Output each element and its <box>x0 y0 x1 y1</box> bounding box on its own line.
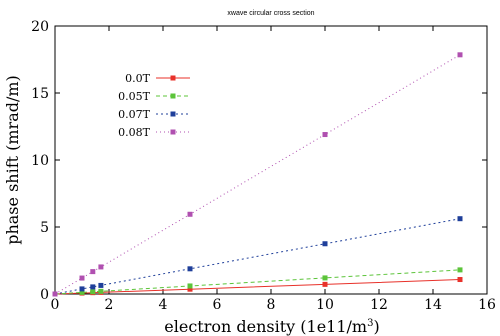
data-point <box>322 241 328 247</box>
data-point <box>187 266 193 272</box>
x-axis-label-main: electron density (1e11/m <box>164 317 367 336</box>
data-point <box>457 52 463 58</box>
legend-marker <box>170 93 176 99</box>
x-axis-label: electron density (1e11/m3) <box>164 317 379 336</box>
y-axis-label: phase shift (mrad/m) <box>3 75 22 245</box>
series-line <box>54 54 461 295</box>
x-tick-label: 16 <box>478 297 496 313</box>
data-point <box>90 289 96 295</box>
x-tick-label: 6 <box>213 297 222 313</box>
data-point <box>457 277 463 283</box>
legend-label: 0.05T <box>118 90 150 103</box>
y-tick-label: 15 <box>31 86 49 102</box>
data-point <box>322 275 328 281</box>
data-point <box>98 288 104 294</box>
data-point <box>187 286 193 292</box>
data-point <box>90 284 96 290</box>
data-point <box>98 264 104 270</box>
y-tick-label: 20 <box>31 19 49 35</box>
data-point <box>79 289 85 295</box>
plot-frame <box>54 25 488 295</box>
data-point <box>457 216 463 222</box>
y-tick-label: 10 <box>31 153 49 169</box>
data-point <box>457 267 463 273</box>
series-0.08T <box>52 52 463 297</box>
legend-marker <box>170 129 176 135</box>
chart-title: xwave circular cross section <box>227 10 314 17</box>
y-tick-label: 0 <box>40 287 49 303</box>
x-tick-label: 14 <box>424 297 442 313</box>
series-line <box>54 218 461 295</box>
x-axis-label-sup: 3 <box>367 318 373 329</box>
legend-label: 0.0T <box>125 72 150 85</box>
series-layer <box>52 52 463 297</box>
legend: 0.0T 0.05T 0.07T 0.08T <box>118 72 190 139</box>
legend-label: 0.07T <box>118 108 150 121</box>
x-tick-label: 4 <box>159 297 168 313</box>
data-point <box>52 291 58 297</box>
data-point <box>79 286 85 292</box>
data-point <box>322 281 328 287</box>
data-point <box>187 211 193 217</box>
x-tick-label: 8 <box>267 297 276 313</box>
series-line <box>54 279 461 295</box>
data-point <box>90 269 96 275</box>
legend-marker <box>170 75 176 81</box>
y-tick-label: 5 <box>40 220 49 236</box>
data-point <box>322 132 328 138</box>
x-tick-label: 12 <box>370 297 388 313</box>
data-point <box>79 275 85 281</box>
data-point <box>187 283 193 289</box>
series-0.07T <box>52 216 463 297</box>
x-tick-label: 0 <box>51 297 60 313</box>
data-point <box>98 282 104 288</box>
x-axis-label-close: ) <box>373 317 379 336</box>
x-tick-label: 10 <box>316 297 334 313</box>
legend-label: 0.08T <box>118 126 150 139</box>
x-tick-label: 2 <box>105 297 114 313</box>
ticks-layer: 0 2 4 6 8 10 12 14 16 0 5 10 15 20 <box>31 19 496 313</box>
legend-marker <box>170 111 176 117</box>
